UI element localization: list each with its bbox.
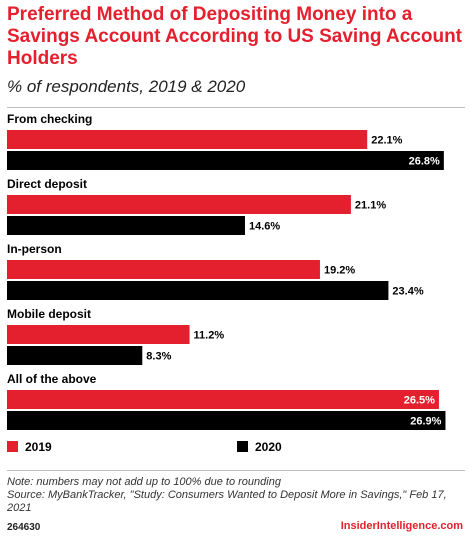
data-label-all-of-the-above-2020: 26.9%: [410, 416, 441, 428]
data-label-in-person-2020: 23.4%: [392, 286, 423, 298]
note-text: Note: numbers may not add up to 100% due…: [7, 476, 281, 488]
bottom-divider: [7, 470, 465, 471]
data-label-mobile-deposit-2020: 8.3%: [146, 351, 171, 363]
legend-label-2020: 2020: [255, 440, 282, 454]
bar-all-of-the-above-2019: [7, 390, 439, 409]
data-label-from-checking-2019: 22.1%: [371, 135, 402, 147]
brand-logo: InsiderIntelligence.com: [340, 520, 463, 532]
legend-label-2019: 2019: [25, 440, 52, 454]
chart-subtitle: % of respondents, 2019 & 2020: [7, 77, 246, 96]
bar-direct-deposit-2020: [7, 216, 245, 235]
data-label-direct-deposit-2019: 21.1%: [355, 200, 386, 212]
category-label-direct-deposit: Direct deposit: [7, 177, 87, 191]
footnote: Note: numbers may not add up to 100% due…: [7, 476, 462, 515]
bar-from-checking-2019: [7, 130, 368, 149]
legend-swatch-2019: [7, 441, 18, 452]
category-label-from-checking: From checking: [7, 112, 92, 126]
bar-all-of-the-above-2020: [7, 411, 446, 430]
bar-in-person-2020: [7, 281, 389, 300]
bar-mobile-deposit-2019: [7, 325, 190, 344]
category-label-mobile-deposit: Mobile deposit: [7, 307, 91, 321]
bar-in-person-2019: [7, 260, 320, 279]
data-label-in-person-2019: 19.2%: [324, 265, 355, 277]
data-label-all-of-the-above-2019: 26.5%: [404, 395, 435, 407]
category-label-in-person: In-person: [7, 242, 62, 256]
chart-title: Preferred Method of Depositing Money int…: [7, 4, 462, 69]
top-divider: [7, 107, 465, 108]
bar-from-checking-2020: [7, 151, 444, 170]
legend-swatch-2020: [237, 441, 248, 452]
bar-mobile-deposit-2020: [7, 346, 143, 365]
category-label-all-of-the-above: All of the above: [7, 372, 97, 386]
bar-direct-deposit-2019: [7, 195, 351, 214]
chart-id: 264630: [7, 522, 41, 533]
data-label-from-checking-2020: 26.8%: [409, 156, 440, 168]
data-label-mobile-deposit-2019: 11.2%: [194, 330, 225, 342]
bar-chart: From checking 22.1% 26.8% Direct deposit 21.…: [7, 112, 446, 454]
source-text: Source: MyBankTracker, "Study: Consumers…: [7, 489, 447, 514]
data-label-direct-deposit-2020: 14.6%: [249, 221, 280, 233]
